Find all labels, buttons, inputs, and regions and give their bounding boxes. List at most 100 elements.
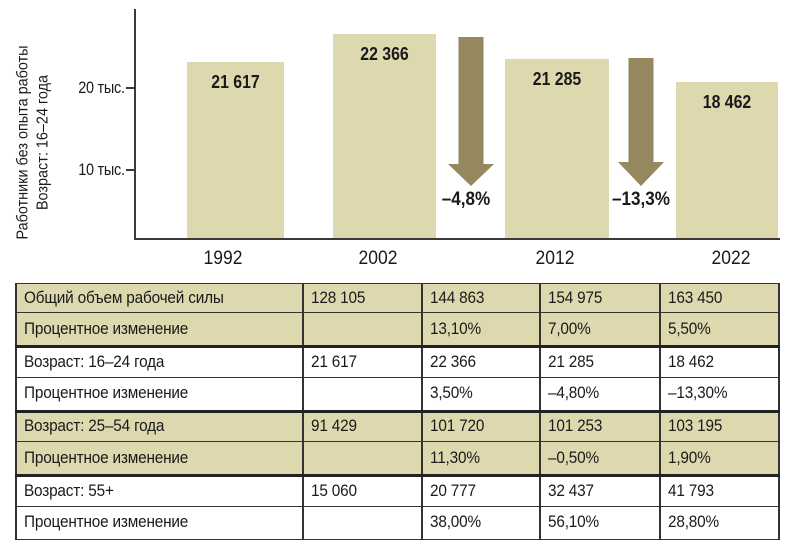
bar-value-label: 18 462 (702, 92, 752, 112)
cell-text: 11,30% (430, 448, 480, 467)
cell-text: 128 105 (311, 288, 366, 307)
row-label-cell: Процентное изменение (15, 441, 304, 477)
value-cell: 18 462 (658, 345, 780, 378)
cell-text: Процентное изменение (24, 513, 189, 532)
table-row: Процентное изменение 38,00% 56,10% 28,80% (15, 505, 780, 540)
down-arrow-icon (617, 58, 664, 186)
x-axis-label-1992: 1992 (203, 248, 242, 269)
value-cell: 91 429 (302, 409, 423, 443)
bar-value-label: 22 366 (360, 44, 409, 64)
table-row: Общий объем рабочей силы 128 105 144 863 15… (15, 282, 780, 314)
value-cell (302, 312, 423, 348)
value-cell: –13,30% (658, 376, 780, 412)
cell-text: 22 366 (430, 353, 476, 372)
value-cell: 32 437 (539, 474, 661, 507)
y-tick-label: 10 тыс. (78, 160, 125, 179)
table-row: Возраст: 55+ 15 060 20 777 32 437 41 793 (15, 474, 780, 507)
x-axis-label-2022: 2022 (711, 248, 750, 269)
cell-text: Возраст: 55+ (24, 481, 114, 500)
cell-text: 21 617 (311, 353, 357, 372)
row-label-cell: Возраст: 16–24 года (15, 345, 304, 378)
down-arrow-icon (448, 37, 494, 186)
cell-text: 32 437 (548, 481, 594, 500)
cell-text: 101 253 (548, 417, 603, 436)
x-axis-label-2012: 2012 (535, 248, 575, 269)
decline-percent-label: –4,8% (441, 189, 491, 210)
value-cell: –4,80% (539, 376, 661, 412)
value-cell: 21 285 (539, 345, 661, 378)
cell-text: 154 975 (548, 288, 603, 307)
value-cell: 11,30% (421, 441, 541, 477)
y-tick-label: 20 тыс. (78, 78, 125, 97)
cell-text: Возраст: 25–54 года (24, 417, 165, 436)
cell-text: 18 462 (667, 353, 714, 372)
value-cell: –0,50% (539, 441, 661, 477)
cell-text: 56,10% (548, 513, 599, 532)
value-cell: 38,00% (421, 505, 541, 540)
row-label-cell: Возраст: 55+ (15, 474, 304, 507)
cell-text: 5,50% (667, 319, 711, 338)
decline-percent-label: –13,3% (611, 189, 670, 210)
cell-text: 20 777 (430, 481, 476, 500)
cell-text: 15 060 (311, 481, 357, 500)
bar-value-label: 21 285 (532, 69, 582, 89)
bar-2002 (333, 34, 436, 238)
row-label-cell: Процентное изменение (15, 376, 304, 412)
cell-text: 91 429 (311, 417, 357, 436)
cell-text: Возраст: 16–24 года (24, 353, 165, 372)
value-cell (302, 376, 423, 412)
cell-text: 13,10% (430, 319, 481, 338)
row-label-cell: Процентное изменение (15, 312, 304, 348)
y-axis-title-line: Работники без опыта работы (14, 44, 32, 240)
value-cell: 1,90% (658, 441, 780, 477)
value-cell: 3,50% (421, 376, 541, 412)
y-axis-title: Работники без опыта работы Возраст: 16–24… (14, 40, 53, 245)
row-label-cell: Возраст: 25–54 года (15, 409, 304, 443)
value-cell: 56,10% (539, 505, 661, 540)
value-cell: 7,00% (539, 312, 661, 348)
row-label-cell: Общий объем рабочей силы (15, 282, 304, 314)
y-tick-mark (126, 169, 134, 171)
value-cell: 21 617 (302, 345, 423, 378)
value-cell (302, 441, 423, 477)
cell-text: 1,90% (667, 448, 711, 467)
value-cell: 41 793 (658, 474, 780, 507)
table-row: Процентное изменение 3,50% –4,80% –13,30% (15, 376, 780, 412)
cell-text: Процентное изменение (24, 448, 189, 467)
cell-text: 28,80% (667, 513, 719, 532)
value-cell: 101 253 (539, 409, 661, 443)
cell-text: –4,80% (548, 384, 599, 403)
cell-text: Процентное изменение (24, 384, 189, 403)
cell-text: 41 793 (667, 481, 714, 500)
x-axis-label-2002: 2002 (358, 248, 398, 269)
value-cell: 144 863 (421, 282, 541, 314)
cell-text: Общий объем рабочей силы (24, 288, 224, 307)
bar-2012 (505, 59, 609, 238)
cell-text: –13,30% (667, 384, 727, 403)
row-label-cell: Процентное изменение (15, 505, 304, 540)
table-row: Процентное изменение 11,30% –0,50% 1,90% (15, 441, 780, 477)
cell-text: 163 450 (667, 288, 722, 307)
x-axis-line (134, 238, 780, 240)
bar-2022 (676, 82, 778, 238)
data-table: Общий объем рабочей силы 128 105 144 863 15… (15, 282, 780, 540)
value-cell: 22 366 (421, 345, 541, 378)
value-cell: 28,80% (658, 505, 780, 540)
cell-text: 103 195 (667, 417, 722, 436)
bar-value-label: 21 617 (211, 72, 260, 92)
value-cell: 128 105 (302, 282, 423, 314)
cell-text: Процентное изменение (24, 319, 189, 338)
cell-text: 21 285 (548, 353, 594, 372)
y-tick-mark (126, 87, 134, 89)
cell-text: 144 863 (430, 288, 485, 307)
cell-text: 38,00% (430, 513, 481, 532)
bar-1992 (187, 62, 284, 238)
cell-text: 3,50% (430, 384, 473, 403)
value-cell: 103 195 (658, 409, 780, 443)
cell-text: –0,50% (548, 448, 599, 467)
value-cell: 20 777 (421, 474, 541, 507)
table-row: Возраст: 16–24 года 21 617 22 366 21 285 18 … (15, 345, 780, 378)
value-cell: 13,10% (421, 312, 541, 348)
